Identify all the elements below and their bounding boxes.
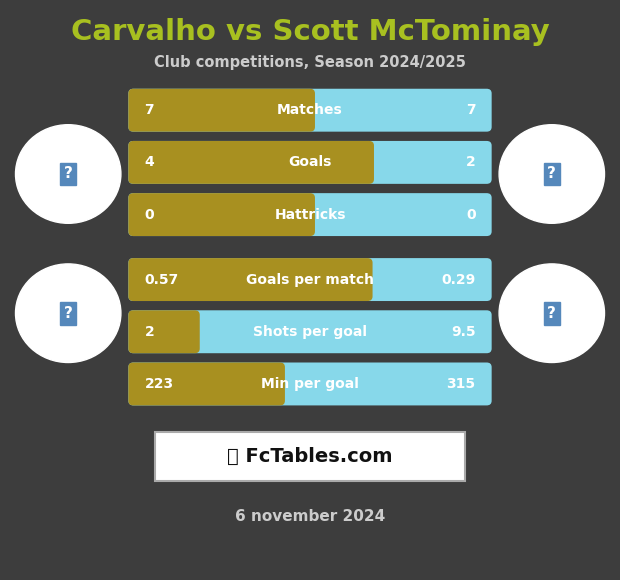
Text: 0: 0 [466, 208, 476, 222]
Text: Hattricks: Hattricks [274, 208, 346, 222]
FancyBboxPatch shape [128, 89, 315, 132]
Text: Shots per goal: Shots per goal [253, 325, 367, 339]
FancyBboxPatch shape [128, 310, 200, 353]
Text: 7: 7 [144, 103, 154, 117]
FancyBboxPatch shape [128, 141, 374, 184]
Text: Goals per match: Goals per match [246, 273, 374, 287]
FancyBboxPatch shape [128, 193, 315, 236]
Text: 6 november 2024: 6 november 2024 [235, 509, 385, 524]
Text: 2: 2 [144, 325, 154, 339]
Text: 2: 2 [466, 155, 476, 169]
Circle shape [16, 264, 121, 362]
Text: Matches: Matches [277, 103, 343, 117]
Text: 0.29: 0.29 [441, 273, 476, 287]
Text: Club competitions, Season 2024/2025: Club competitions, Season 2024/2025 [154, 55, 466, 70]
Text: 315: 315 [446, 377, 476, 391]
Text: ?: ? [547, 166, 556, 182]
Circle shape [499, 125, 604, 223]
Text: ?: ? [547, 306, 556, 321]
FancyBboxPatch shape [155, 432, 465, 481]
FancyBboxPatch shape [128, 89, 492, 132]
Text: ?: ? [64, 306, 73, 321]
FancyBboxPatch shape [128, 310, 492, 353]
Text: Goals: Goals [288, 155, 332, 169]
Text: Carvalho vs Scott McTominay: Carvalho vs Scott McTominay [71, 18, 549, 46]
FancyBboxPatch shape [128, 258, 492, 301]
FancyBboxPatch shape [128, 258, 373, 301]
Text: 4: 4 [144, 155, 154, 169]
FancyBboxPatch shape [128, 141, 492, 184]
Text: 9.5: 9.5 [451, 325, 476, 339]
FancyBboxPatch shape [128, 193, 492, 236]
Text: 0: 0 [144, 208, 154, 222]
FancyBboxPatch shape [128, 362, 285, 405]
Text: Min per goal: Min per goal [261, 377, 359, 391]
Text: 7: 7 [466, 103, 476, 117]
Text: 0.57: 0.57 [144, 273, 179, 287]
Text: 223: 223 [144, 377, 174, 391]
FancyBboxPatch shape [128, 362, 492, 405]
Circle shape [16, 125, 121, 223]
Circle shape [499, 264, 604, 362]
Text: ⌶ FcTables.com: ⌶ FcTables.com [228, 447, 392, 466]
Text: ?: ? [64, 166, 73, 182]
